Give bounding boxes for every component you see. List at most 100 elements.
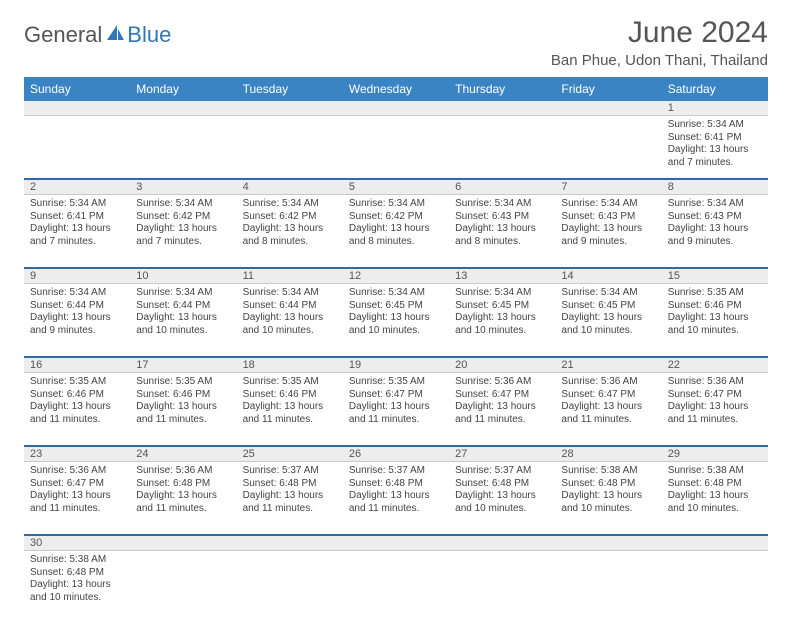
calendar-body: 1Sunrise: 5:34 AMSunset: 6:41 PMDaylight… xyxy=(24,101,768,623)
day-cell: Sunrise: 5:34 AMSunset: 6:43 PMDaylight:… xyxy=(662,195,768,267)
date-number: 28 xyxy=(555,447,661,462)
day-cell: Sunrise: 5:34 AMSunset: 6:42 PMDaylight:… xyxy=(237,195,343,267)
brand-word-general: General xyxy=(24,22,102,48)
weekday-thursday: Thursday xyxy=(449,77,555,101)
date-number: 6 xyxy=(449,180,555,195)
sunrise-text: Sunrise: 5:36 AM xyxy=(561,376,655,389)
sunrise-text: Sunrise: 5:38 AM xyxy=(561,465,655,478)
sunset-text: Sunset: 6:42 PM xyxy=(136,211,230,224)
sunrise-text: Sunrise: 5:36 AM xyxy=(668,376,762,389)
daylight-text: Daylight: 13 hours and 11 minutes. xyxy=(243,490,337,515)
daylight-text: Daylight: 13 hours and 10 minutes. xyxy=(668,490,762,515)
date-number: 30 xyxy=(24,536,130,551)
daylight-text: Daylight: 13 hours and 11 minutes. xyxy=(30,401,124,426)
day-cell-empty xyxy=(130,116,236,178)
day-cell: Sunrise: 5:35 AMSunset: 6:46 PMDaylight:… xyxy=(662,284,768,356)
sunset-text: Sunset: 6:46 PM xyxy=(668,300,762,313)
date-number-row: 2345678 xyxy=(24,180,768,195)
daylight-text: Daylight: 13 hours and 11 minutes. xyxy=(455,401,549,426)
date-number: 7 xyxy=(555,180,661,195)
date-number: 4 xyxy=(237,180,343,195)
sunrise-text: Sunrise: 5:37 AM xyxy=(455,465,549,478)
daylight-text: Daylight: 13 hours and 8 minutes. xyxy=(243,223,337,248)
date-number: 14 xyxy=(555,269,661,284)
day-cell-empty xyxy=(555,551,661,623)
calendar-week-row: Sunrise: 5:34 AMSunset: 6:41 PMDaylight:… xyxy=(24,195,768,267)
daylight-text: Daylight: 13 hours and 11 minutes. xyxy=(668,401,762,426)
title-block: June 2024 Ban Phue, Udon Thani, Thailand xyxy=(551,16,768,69)
sunset-text: Sunset: 6:48 PM xyxy=(136,478,230,491)
sunrise-text: Sunrise: 5:34 AM xyxy=(455,287,549,300)
date-number: 17 xyxy=(130,358,236,373)
sunset-text: Sunset: 6:47 PM xyxy=(30,478,124,491)
sunrise-text: Sunrise: 5:35 AM xyxy=(136,376,230,389)
daylight-text: Daylight: 13 hours and 7 minutes. xyxy=(30,223,124,248)
sunset-text: Sunset: 6:48 PM xyxy=(455,478,549,491)
daylight-text: Daylight: 13 hours and 11 minutes. xyxy=(136,401,230,426)
date-number-empty xyxy=(449,536,555,551)
date-number-empty xyxy=(343,536,449,551)
daylight-text: Daylight: 13 hours and 8 minutes. xyxy=(349,223,443,248)
daylight-text: Daylight: 13 hours and 7 minutes. xyxy=(668,144,762,169)
sunset-text: Sunset: 6:41 PM xyxy=(30,211,124,224)
day-cell: Sunrise: 5:34 AMSunset: 6:41 PMDaylight:… xyxy=(24,195,130,267)
date-number-empty xyxy=(343,101,449,116)
day-cell: Sunrise: 5:34 AMSunset: 6:44 PMDaylight:… xyxy=(130,284,236,356)
sunset-text: Sunset: 6:47 PM xyxy=(455,389,549,402)
date-number-row: 23242526272829 xyxy=(24,447,768,462)
sunrise-text: Sunrise: 5:38 AM xyxy=(668,465,762,478)
sunrise-text: Sunrise: 5:35 AM xyxy=(243,376,337,389)
daylight-text: Daylight: 13 hours and 11 minutes. xyxy=(349,401,443,426)
sunrise-text: Sunrise: 5:36 AM xyxy=(30,465,124,478)
sunset-text: Sunset: 6:48 PM xyxy=(668,478,762,491)
day-cell: Sunrise: 5:34 AMSunset: 6:43 PMDaylight:… xyxy=(555,195,661,267)
day-cell: Sunrise: 5:34 AMSunset: 6:41 PMDaylight:… xyxy=(662,116,768,178)
day-cell-empty xyxy=(555,116,661,178)
sunrise-text: Sunrise: 5:35 AM xyxy=(668,287,762,300)
date-number: 11 xyxy=(237,269,343,284)
brand-word-blue: Blue xyxy=(127,22,171,48)
day-cell: Sunrise: 5:37 AMSunset: 6:48 PMDaylight:… xyxy=(343,462,449,534)
sunrise-text: Sunrise: 5:35 AM xyxy=(30,376,124,389)
calendar-week-row: Sunrise: 5:35 AMSunset: 6:46 PMDaylight:… xyxy=(24,373,768,445)
daylight-text: Daylight: 13 hours and 10 minutes. xyxy=(668,312,762,337)
sunset-text: Sunset: 6:46 PM xyxy=(30,389,124,402)
sunset-text: Sunset: 6:48 PM xyxy=(30,567,124,580)
sunset-text: Sunset: 6:43 PM xyxy=(455,211,549,224)
daylight-text: Daylight: 13 hours and 10 minutes. xyxy=(243,312,337,337)
sunset-text: Sunset: 6:46 PM xyxy=(136,389,230,402)
day-cell-empty xyxy=(343,551,449,623)
date-number-empty xyxy=(237,536,343,551)
sunrise-text: Sunrise: 5:35 AM xyxy=(349,376,443,389)
day-cell: Sunrise: 5:35 AMSunset: 6:47 PMDaylight:… xyxy=(343,373,449,445)
sunrise-text: Sunrise: 5:34 AM xyxy=(243,198,337,211)
sunrise-text: Sunrise: 5:34 AM xyxy=(243,287,337,300)
sunrise-text: Sunrise: 5:34 AM xyxy=(668,198,762,211)
date-number-empty xyxy=(555,101,661,116)
day-cell: Sunrise: 5:38 AMSunset: 6:48 PMDaylight:… xyxy=(555,462,661,534)
daylight-text: Daylight: 13 hours and 10 minutes. xyxy=(455,490,549,515)
day-cell: Sunrise: 5:36 AMSunset: 6:47 PMDaylight:… xyxy=(555,373,661,445)
date-number-empty xyxy=(130,101,236,116)
day-cell-empty xyxy=(237,116,343,178)
weekday-saturday: Saturday xyxy=(662,77,768,101)
sunset-text: Sunset: 6:44 PM xyxy=(30,300,124,313)
sunrise-text: Sunrise: 5:37 AM xyxy=(349,465,443,478)
date-number: 13 xyxy=(449,269,555,284)
daylight-text: Daylight: 13 hours and 10 minutes. xyxy=(455,312,549,337)
brand-sail-icon xyxy=(104,23,126,48)
day-cell-empty xyxy=(24,116,130,178)
day-cell: Sunrise: 5:36 AMSunset: 6:48 PMDaylight:… xyxy=(130,462,236,534)
day-cell: Sunrise: 5:36 AMSunset: 6:47 PMDaylight:… xyxy=(662,373,768,445)
daylight-text: Daylight: 13 hours and 11 minutes. xyxy=(30,490,124,515)
date-number: 21 xyxy=(555,358,661,373)
day-cell: Sunrise: 5:34 AMSunset: 6:44 PMDaylight:… xyxy=(237,284,343,356)
date-number-row: 16171819202122 xyxy=(24,358,768,373)
sunrise-text: Sunrise: 5:34 AM xyxy=(30,287,124,300)
daylight-text: Daylight: 13 hours and 10 minutes. xyxy=(561,490,655,515)
sunrise-text: Sunrise: 5:34 AM xyxy=(30,198,124,211)
day-cell-empty xyxy=(662,551,768,623)
daylight-text: Daylight: 13 hours and 11 minutes. xyxy=(243,401,337,426)
daylight-text: Daylight: 13 hours and 11 minutes. xyxy=(136,490,230,515)
sunrise-text: Sunrise: 5:34 AM xyxy=(561,287,655,300)
